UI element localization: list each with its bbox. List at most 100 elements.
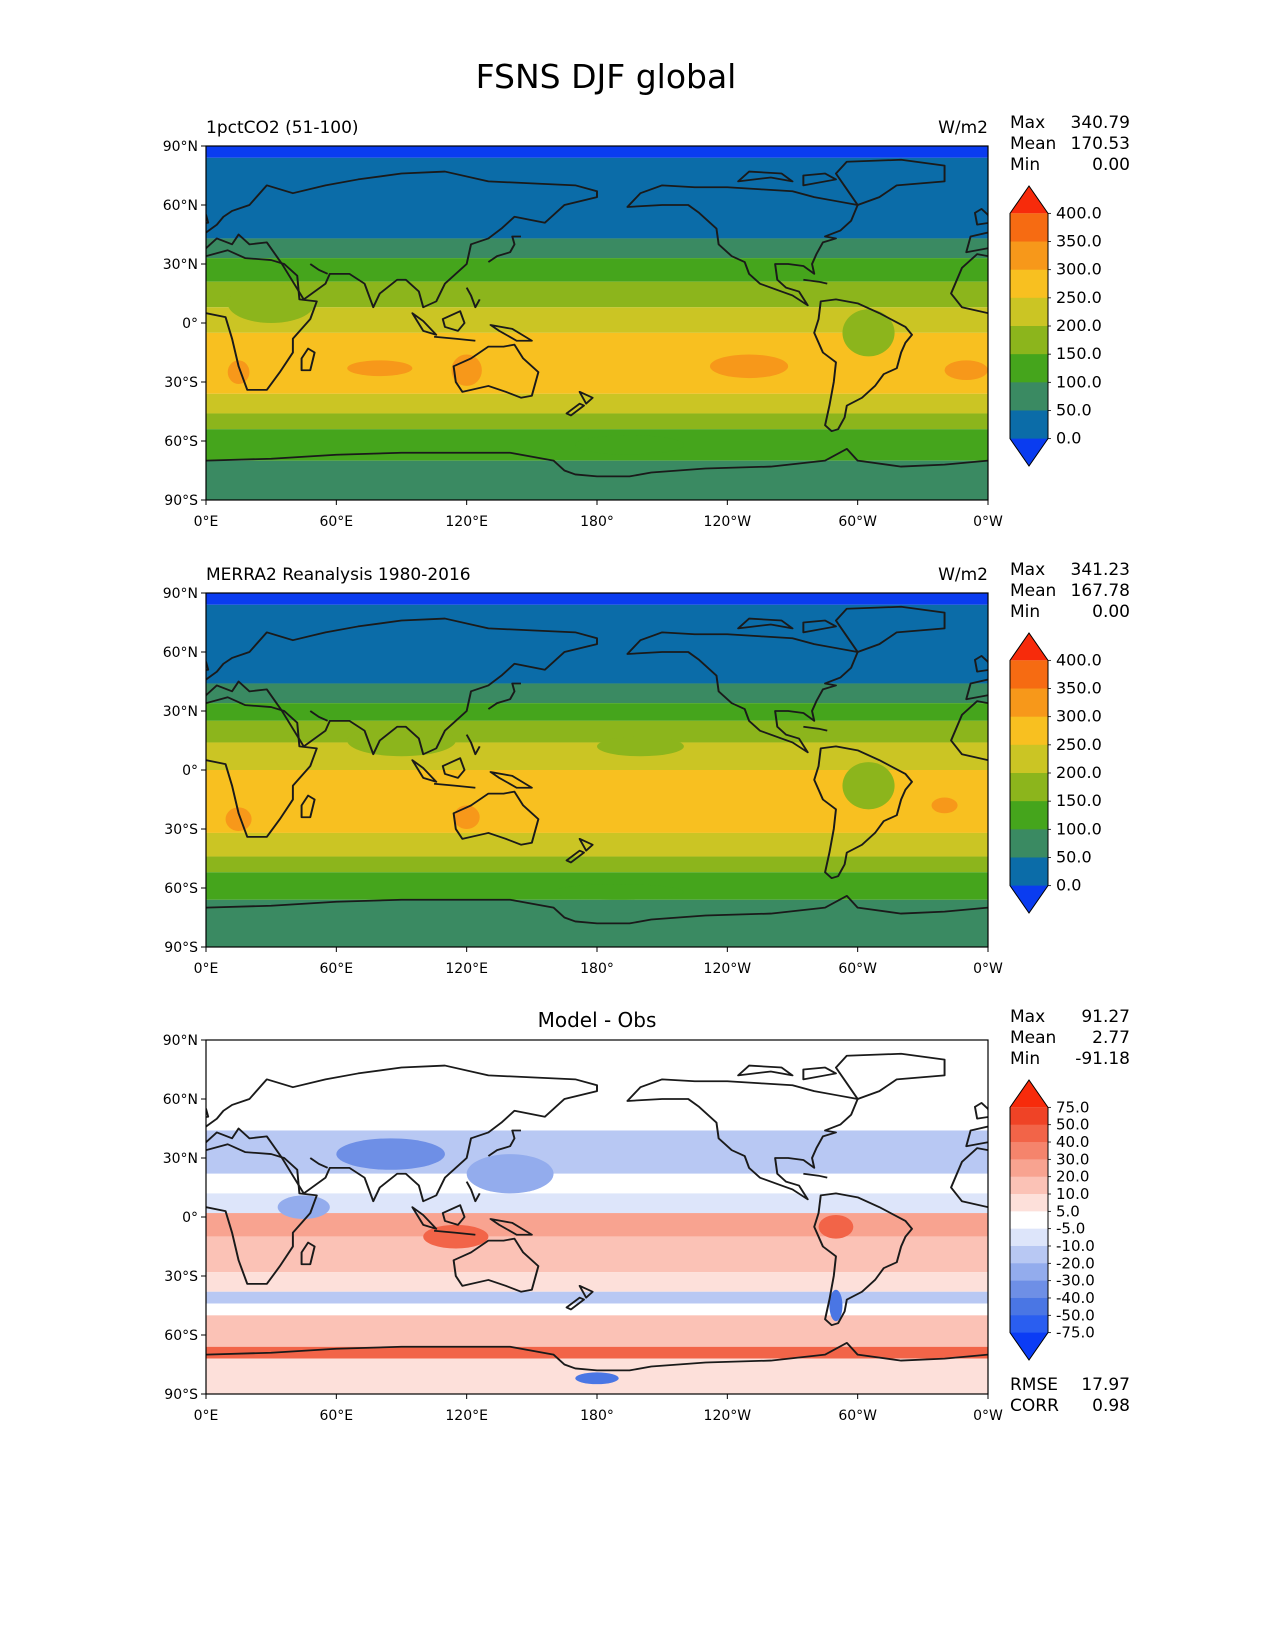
colorbar-label: -50.0 (1056, 1306, 1095, 1324)
field-band (206, 258, 988, 282)
x-tick-label: 120°W (704, 514, 752, 530)
colorbar-label: 200.0 (1056, 316, 1102, 335)
coastlines-wrap (950, 1052, 988, 1372)
field-patch (277, 1195, 330, 1219)
field-patch (575, 1372, 619, 1385)
stat-min-label: Min (1010, 155, 1040, 175)
metric-corr-label: CORR (1010, 1396, 1059, 1416)
colorbar-segment (1010, 660, 1048, 690)
colorbar-label: 200.0 (1056, 763, 1102, 782)
field-band (206, 1213, 988, 1237)
colorbar-segment (1010, 1297, 1048, 1316)
colorbar-label: 50.0 (1056, 400, 1092, 419)
colorbar-label: 400.0 (1056, 203, 1102, 222)
panel-model-units: W/m2 (938, 118, 988, 138)
colorbar-extend-max (1010, 633, 1048, 661)
stat-min-value: 0.00 (1092, 602, 1130, 622)
colorbar-label: -40.0 (1056, 1289, 1095, 1307)
colorbar-label: 250.0 (1056, 288, 1102, 307)
colorbar-segment (1010, 1245, 1048, 1264)
field-patch (227, 283, 315, 324)
field-patch (453, 805, 480, 829)
colorbar-segment (1010, 241, 1048, 271)
field-band (206, 1291, 988, 1304)
field-patch (451, 354, 482, 386)
metric-corr-value: 0.98 (1092, 1396, 1130, 1416)
y-tick-label: 30°S (164, 375, 198, 391)
stat-max-value: 341.23 (1071, 560, 1130, 580)
x-tick-label: 60°E (319, 514, 353, 530)
colorbar-label: 350.0 (1056, 679, 1102, 698)
colorbar-label: 40.0 (1056, 1133, 1089, 1151)
colorbar-label: 150.0 (1056, 344, 1102, 363)
colorbar-label: 400.0 (1056, 650, 1102, 669)
map-field (206, 593, 988, 947)
panel-observations-units: W/m2 (938, 565, 988, 585)
coastlines-wrap (950, 158, 988, 478)
colorbar: 0.0 50.0 100.0 150.0 200.0 250.0 300.0 350.0 400… (1009, 185, 1102, 467)
colorbar-segment (1010, 829, 1048, 858)
colorbar: 0.0 50.0 100.0 150.0 200.0 250.0 300.0 350.0 400… (1009, 632, 1102, 914)
colorbar-segment (1010, 773, 1048, 802)
x-tick-label: 0°E (194, 1408, 219, 1424)
x-tick-label: 60°W (838, 1408, 877, 1424)
colorbar-segment (1010, 269, 1048, 299)
stat-mean-label: Mean (1010, 1028, 1056, 1048)
colorbar-label: 50.0 (1056, 1116, 1089, 1134)
x-tick-label: 0°E (194, 514, 219, 530)
stat-max-value: 91.27 (1081, 1007, 1130, 1027)
colorbar-label: 75.0 (1056, 1098, 1089, 1116)
colorbar-segment (1010, 1228, 1048, 1247)
stat-mean-label: Mean (1010, 581, 1056, 601)
field-band (206, 157, 988, 239)
colorbar-label: 30.0 (1056, 1150, 1089, 1168)
colorbar-segment (1010, 410, 1048, 440)
stat-max-label: Max (1010, 560, 1045, 580)
colorbar-label: -10.0 (1056, 1237, 1095, 1255)
colorbar-label: 50.0 (1056, 847, 1092, 866)
map-field (206, 146, 988, 500)
colorbar-label: -30.0 (1056, 1272, 1095, 1290)
colorbar-label: -5.0 (1056, 1220, 1085, 1238)
colorbar-segment (1010, 1315, 1048, 1334)
coastlines-wrap (950, 605, 988, 925)
colorbar-segment (1010, 1107, 1048, 1126)
field-band (206, 593, 988, 605)
stat-min-value: -91.18 (1075, 1049, 1130, 1069)
field-band (206, 1315, 988, 1347)
colorbar-label: 10.0 (1056, 1185, 1089, 1203)
x-tick-label: 0°W (973, 514, 1003, 530)
field-band (206, 1346, 988, 1359)
y-tick-label: 30°N (163, 257, 198, 273)
colorbar-segment (1010, 1194, 1048, 1212)
field-patch (842, 762, 895, 810)
x-tick-label: 120°E (445, 961, 488, 977)
field-patch (931, 797, 958, 814)
field-patch (829, 1289, 843, 1322)
colorbar-segment (1010, 1211, 1048, 1230)
y-tick-label: 30°N (163, 1151, 198, 1167)
field-patch (553, 884, 684, 900)
x-tick-label: 60°E (319, 1408, 353, 1424)
colorbar-segment (1010, 857, 1048, 887)
colorbar-label: 5.0 (1056, 1202, 1080, 1220)
stat-min-value: 0.00 (1092, 155, 1130, 175)
field-patch (336, 1138, 445, 1170)
stat-mean-value: 167.78 (1071, 581, 1130, 601)
map-field (206, 1040, 988, 1394)
y-tick-label: 0° (182, 763, 198, 779)
x-tick-label: 120°E (445, 514, 488, 530)
colorbar: -75.0-50.0-40.0-30.0-20.0-10.0-5.05.010.… (1009, 1079, 1095, 1361)
y-tick-label: 90°N (163, 139, 198, 155)
colorbar-extend-max (1010, 186, 1048, 214)
panel-difference: 0°E 60°E 120°E 180° 120°W 60°W 0°W 90°N 60°N 30°N… (163, 1033, 1095, 1424)
colorbar-label: -20.0 (1056, 1254, 1095, 1272)
field-band (206, 703, 988, 721)
y-tick-label: 90°S (164, 493, 198, 509)
x-tick-label: 0°E (194, 961, 219, 977)
stat-mean-value: 170.53 (1071, 134, 1130, 154)
stat-mean-label: Mean (1010, 134, 1056, 154)
colorbar-label: 300.0 (1056, 260, 1102, 279)
stat-min-label: Min (1010, 602, 1040, 622)
panel-difference-title: Model - Obs (538, 1008, 657, 1032)
